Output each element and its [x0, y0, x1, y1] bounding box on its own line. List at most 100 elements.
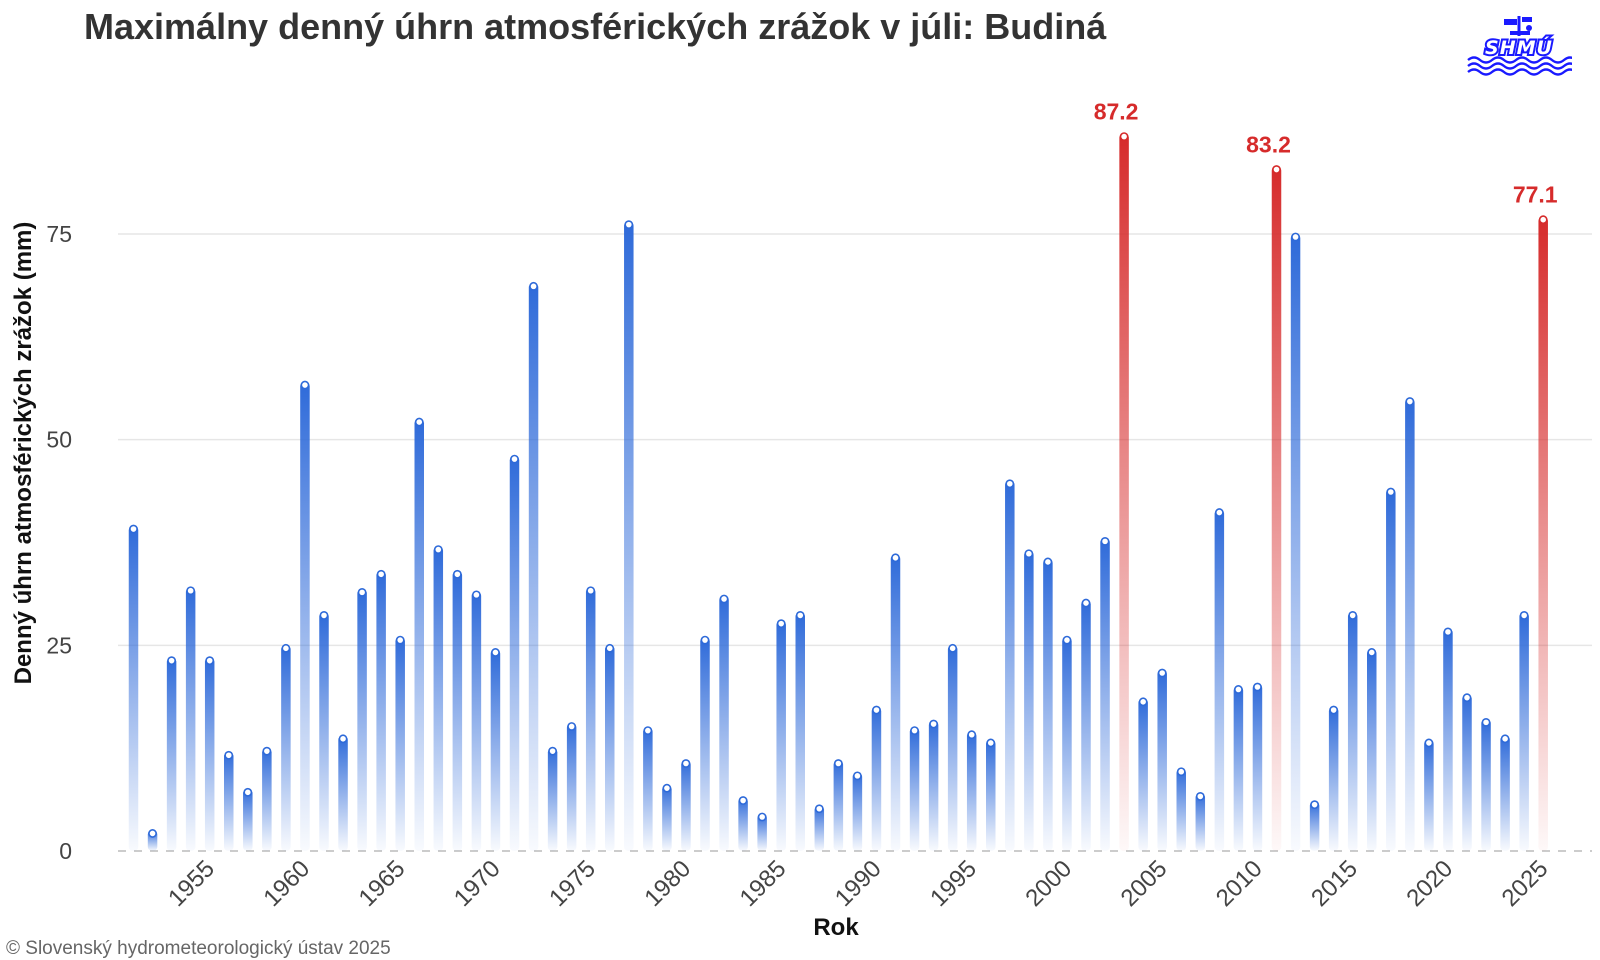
bar-marker-1998 [1024, 549, 1034, 559]
bar-1971 [509, 456, 520, 851]
bar-2019 [1424, 739, 1434, 851]
bar-1982 [719, 595, 729, 851]
bar-2002 [1100, 538, 1110, 851]
bar-marker-2013 [1310, 800, 1319, 810]
bar-1991 [890, 554, 901, 851]
bar-marker-1972 [529, 281, 538, 291]
bar-marker-1959 [281, 643, 291, 653]
bar-2021 [1462, 694, 1472, 851]
bar-marker-2023 [1500, 734, 1510, 744]
shmu-logo: SHMÚ [1467, 16, 1572, 76]
bar-1973 [547, 748, 558, 851]
bar-marker-2012 [1291, 232, 1300, 242]
y-tick-label: 50 [46, 427, 72, 453]
bar-marker-1964 [376, 569, 386, 579]
bar-marker-1987 [814, 804, 824, 814]
bar-2017 [1386, 489, 1396, 851]
waves-icon [1467, 56, 1572, 76]
bar-2007 [1195, 793, 1206, 851]
x-tick-label: 2020 [1401, 855, 1458, 912]
x-tick-label: 1990 [830, 855, 887, 912]
bar-1988 [833, 760, 844, 851]
bar-1999 [1043, 558, 1053, 851]
bar-marker-2000 [1062, 635, 1072, 645]
bar-1951 [128, 526, 139, 851]
bar-marker-1956 [224, 750, 234, 760]
bar-marker-2005 [1157, 668, 1167, 678]
x-tick-label: 1995 [925, 855, 982, 912]
bar-1954 [185, 587, 196, 851]
bar-1990 [871, 707, 882, 851]
bar-1962 [338, 735, 348, 851]
copyright-text: © Slovenský hydrometeorologický ústav 20… [6, 938, 391, 959]
y-tick-label: 25 [46, 632, 72, 658]
bar-2013 [1309, 801, 1320, 851]
bar-1978 [643, 727, 653, 851]
bar-marker-1962 [338, 734, 348, 744]
bar-marker-2021 [1462, 693, 1472, 703]
bar-1989 [852, 772, 863, 851]
bar-marker-1952 [148, 829, 157, 838]
bar-2014 [1328, 707, 1339, 851]
bar-marker-1953 [167, 656, 176, 666]
bar-marker-2002 [1100, 536, 1110, 546]
bar-1987 [814, 805, 825, 851]
bar-marker-2001 [1081, 598, 1091, 608]
bar-marker-1989 [853, 771, 862, 781]
bar-2015 [1347, 612, 1358, 851]
bar-marker-2004 [1138, 697, 1148, 707]
bar-marker-2017 [1386, 487, 1396, 497]
bar-marker-2014 [1329, 705, 1339, 715]
bar-marker-1957 [243, 787, 253, 797]
bar-marker-1965 [395, 635, 405, 645]
bar-2003 [1119, 133, 1129, 852]
bar-marker-1982 [719, 594, 729, 604]
bar-1996 [986, 739, 996, 851]
bar-1956 [224, 752, 234, 851]
bar-marker-1967 [433, 545, 443, 555]
x-tick-label: 1965 [354, 855, 411, 912]
bar-1968 [452, 571, 463, 851]
bar-1972 [528, 283, 539, 851]
bar-marker-1990 [872, 705, 881, 715]
bar-1992 [909, 727, 920, 851]
bar-marker-2006 [1176, 767, 1186, 777]
bar-marker-1973 [548, 746, 557, 756]
bar-marker-1951 [129, 524, 138, 534]
bar-2016 [1367, 649, 1377, 851]
bar-marker-1966 [414, 417, 424, 427]
bar-1957 [243, 789, 253, 851]
bar-marker-1994 [948, 643, 958, 653]
bar-2025 [1538, 216, 1548, 851]
bar-1961 [319, 612, 329, 851]
bar-marker-1986 [795, 611, 805, 620]
bar-marker-1995 [967, 730, 977, 740]
bar-marker-2016 [1367, 648, 1377, 657]
bar-2022 [1481, 719, 1491, 851]
bar-2018 [1405, 398, 1415, 851]
x-tick-label: 1980 [639, 855, 696, 912]
x-tick-label: 1985 [735, 855, 792, 912]
bar-marker-1974 [567, 722, 577, 731]
bar-1976 [605, 645, 615, 851]
bar-1979 [662, 785, 672, 851]
bar-marker-1955 [205, 656, 215, 666]
bar-1958 [262, 748, 272, 851]
bar-1986 [795, 612, 805, 851]
bar-1994 [947, 645, 958, 851]
bar-marker-2018 [1405, 397, 1415, 406]
bar-marker-1985 [776, 619, 786, 629]
x-tick-label: 1955 [163, 855, 220, 912]
bar-1998 [1024, 550, 1034, 851]
bar-1983 [738, 797, 748, 851]
bar-marker-1996 [986, 738, 996, 748]
bar-1997 [1005, 480, 1015, 851]
bar-marker-1958 [262, 746, 272, 756]
highlight-label-2025: 77.1 [1513, 182, 1558, 208]
bar-marker-1954 [186, 586, 196, 596]
bar-marker-1977 [624, 220, 634, 230]
bar-2024 [1519, 612, 1529, 851]
bar-marker-2009 [1234, 685, 1243, 694]
bar-marker-1968 [452, 569, 462, 579]
bar-1966 [414, 419, 424, 851]
